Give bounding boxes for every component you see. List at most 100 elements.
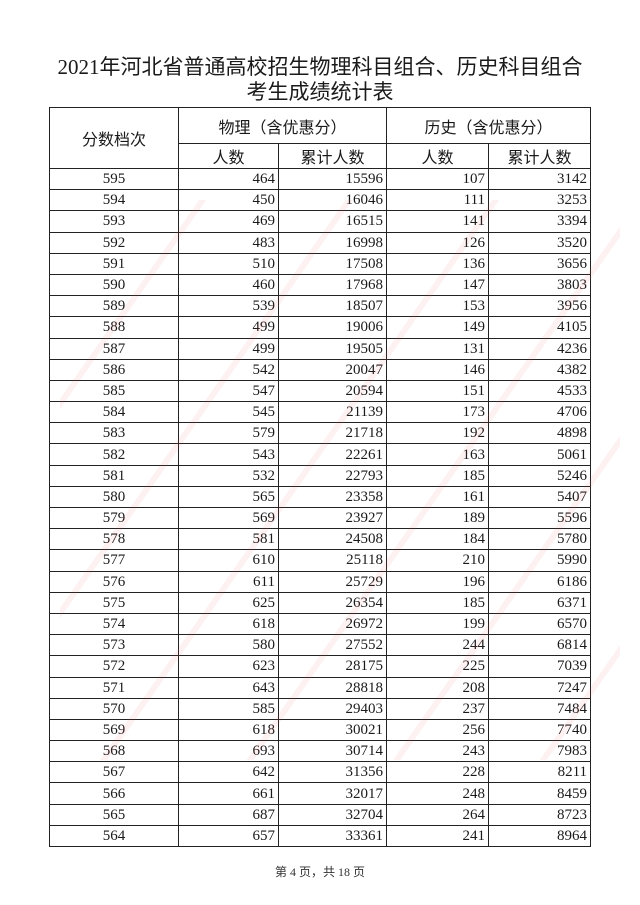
cell-history-count: 136 (386, 252, 490, 275)
cell-history-count: 151 (386, 379, 490, 403)
cell-history-count: 173 (386, 401, 490, 424)
table-row: 571 643 28818 208 7247 (49, 676, 592, 699)
cell-score: 589 (49, 295, 179, 318)
cell-history-count: 243 (386, 740, 490, 763)
cell-history-cumulative: 6371 (488, 591, 592, 614)
cell-history-count: 225 (386, 655, 490, 678)
cell-score: 594 (49, 189, 179, 212)
cell-physics-count: 687 (178, 803, 279, 826)
cell-physics-count: 539 (178, 295, 279, 318)
header-score: 分数档次 (49, 107, 179, 169)
cell-physics-count: 464 (178, 167, 279, 191)
cell-history-cumulative: 3520 (488, 231, 592, 254)
cell-score: 567 (49, 761, 179, 784)
cell-physics-cumulative: 15596 (277, 167, 388, 191)
cell-history-count: 210 (386, 549, 490, 572)
cell-score: 574 (49, 612, 179, 636)
cell-history-cumulative: 6814 (488, 634, 592, 657)
cell-physics-cumulative: 24508 (277, 528, 388, 551)
table-row: 572 623 28175 225 7039 (49, 655, 592, 678)
cell-score: 570 (49, 697, 179, 720)
table-row: 593 469 16515 141 3394 (49, 210, 592, 233)
table-row: 582 543 22261 163 5061 (49, 443, 592, 466)
cell-history-count: 107 (386, 167, 490, 191)
cell-physics-count: 581 (178, 528, 279, 551)
cell-history-count: 248 (386, 782, 490, 805)
document-title: 2021年河北省普通高校招生物理科目组合、历史科目组合 (57, 55, 583, 79)
header-history-count: 人数 (386, 143, 490, 169)
cell-physics-cumulative: 20594 (277, 379, 388, 403)
cell-score: 573 (49, 634, 179, 657)
table-row: 566 661 32017 248 8459 (49, 782, 592, 805)
cell-physics-cumulative: 16046 (277, 189, 388, 212)
cell-physics-count: 460 (178, 273, 279, 297)
cell-history-count: 196 (386, 570, 490, 593)
cell-physics-count: 450 (178, 189, 279, 212)
cell-physics-count: 642 (178, 761, 279, 784)
cell-score: 579 (49, 506, 179, 530)
cell-history-count: 147 (386, 273, 490, 297)
cell-physics-cumulative: 25729 (277, 570, 388, 593)
table-row: 583 579 21718 192 4898 (49, 422, 592, 445)
cell-physics-count: 580 (178, 634, 279, 657)
cell-history-count: 131 (386, 337, 490, 360)
cell-history-count: 149 (386, 316, 490, 339)
table-row: 564 657 33361 241 8964 (49, 824, 592, 848)
cell-history-cumulative: 7983 (488, 740, 592, 763)
cell-score: 595 (49, 167, 179, 191)
cell-physics-count: 543 (178, 443, 279, 466)
score-statistics-table: 分数档次 物理（含优惠分） 历史（含优惠分） 人数 累计人数 人数 累计人数 5… (49, 107, 592, 848)
table-row: 568 693 30714 243 7983 (49, 740, 592, 763)
cell-physics-cumulative: 19006 (277, 316, 388, 339)
cell-physics-count: 542 (178, 358, 279, 381)
cell-physics-cumulative: 26972 (277, 612, 388, 636)
cell-history-count: 264 (386, 803, 490, 826)
cell-physics-cumulative: 22793 (277, 464, 388, 487)
table-row: 584 545 21139 173 4706 (49, 401, 592, 424)
cell-physics-count: 545 (178, 401, 279, 424)
cell-history-cumulative: 3956 (488, 295, 592, 318)
cell-score: 571 (49, 676, 179, 699)
cell-score: 582 (49, 443, 179, 466)
cell-history-cumulative: 4706 (488, 401, 592, 424)
cell-physics-count: 569 (178, 506, 279, 530)
cell-physics-cumulative: 20047 (277, 358, 388, 381)
cell-history-count: 126 (386, 231, 490, 254)
cell-history-cumulative: 5990 (488, 549, 592, 572)
table-row: 592 483 16998 126 3520 (49, 231, 592, 254)
table-row: 595 464 15596 107 3142 (49, 167, 592, 191)
cell-score: 572 (49, 655, 179, 678)
cell-physics-cumulative: 16515 (277, 210, 388, 233)
table-row: 573 580 27552 244 6814 (49, 634, 592, 657)
cell-physics-cumulative: 23927 (277, 506, 388, 530)
table-row: 565 687 32704 264 8723 (49, 803, 592, 826)
cell-score: 576 (49, 570, 179, 593)
header-history: 历史（含优惠分） (386, 107, 592, 144)
cell-history-count: 153 (386, 295, 490, 318)
cell-score: 575 (49, 591, 179, 614)
table-row: 575 625 26354 185 6371 (49, 591, 592, 614)
cell-score: 566 (49, 782, 179, 805)
cell-physics-cumulative: 28818 (277, 676, 388, 699)
cell-physics-cumulative: 17968 (277, 273, 388, 297)
cell-history-cumulative: 8964 (488, 824, 592, 848)
cell-history-cumulative: 5407 (488, 485, 592, 509)
cell-history-cumulative: 3253 (488, 189, 592, 212)
cell-history-cumulative: 4236 (488, 337, 592, 360)
table-row: 579 569 23927 189 5596 (49, 506, 592, 530)
cell-physics-count: 483 (178, 231, 279, 254)
cell-physics-count: 565 (178, 485, 279, 509)
cell-history-count: 163 (386, 443, 490, 466)
cell-history-cumulative: 3656 (488, 252, 592, 275)
cell-physics-count: 643 (178, 676, 279, 699)
cell-history-cumulative: 6186 (488, 570, 592, 593)
cell-history-count: 161 (386, 485, 490, 509)
cell-history-cumulative: 7039 (488, 655, 592, 678)
page-number: 第 4 页，共 18 页 (274, 865, 365, 879)
cell-history-cumulative: 3394 (488, 210, 592, 233)
cell-physics-count: 618 (178, 718, 279, 742)
cell-physics-cumulative: 32704 (277, 803, 388, 826)
cell-physics-cumulative: 32017 (277, 782, 388, 805)
cell-history-cumulative: 6570 (488, 612, 592, 636)
cell-score: 569 (49, 718, 179, 742)
